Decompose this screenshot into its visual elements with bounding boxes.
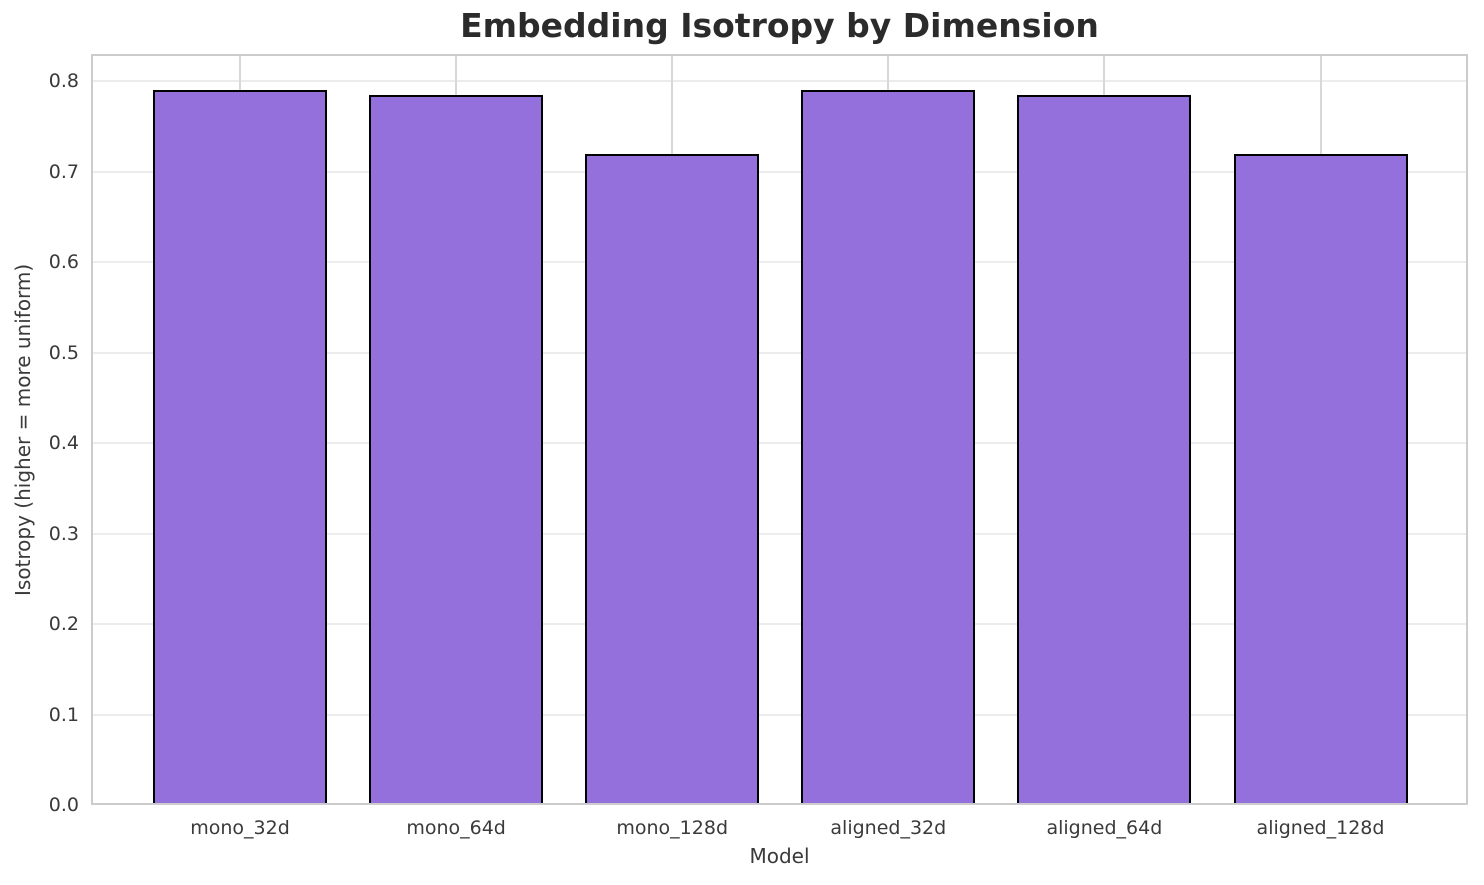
gridline-horizontal bbox=[91, 80, 1468, 83]
bar-aligned_32d bbox=[801, 90, 976, 805]
bar-mono_64d bbox=[369, 95, 544, 805]
bar-aligned_128d bbox=[1233, 154, 1408, 805]
x-tick-label-aligned_128d: aligned_128d bbox=[1256, 817, 1385, 839]
y-tick-label: 0.1 bbox=[48, 703, 79, 726]
x-axis-label: Model bbox=[749, 844, 810, 868]
bar-mono_128d bbox=[585, 154, 760, 805]
y-tick-label: 0.2 bbox=[48, 613, 79, 636]
x-tick-label-mono_128d: mono_128d bbox=[616, 817, 728, 839]
y-tick-label: 0.0 bbox=[48, 794, 79, 816]
y-tick-label: 0.4 bbox=[48, 432, 79, 455]
y-tick-label: 0.3 bbox=[48, 522, 79, 545]
y-tick-label: 0.7 bbox=[48, 160, 79, 183]
x-tick-label-aligned_64d: aligned_64d bbox=[1046, 817, 1163, 839]
x-tick-label-mono_64d: mono_64d bbox=[406, 817, 506, 839]
chart-title: Embedding Isotropy by Dimension bbox=[460, 6, 1099, 45]
bar-mono_32d bbox=[153, 90, 327, 805]
gridline-horizontal bbox=[91, 623, 1468, 626]
plot-area bbox=[91, 54, 1468, 805]
x-tick-label-aligned_32d: aligned_32d bbox=[830, 817, 947, 839]
gridline-horizontal bbox=[91, 261, 1468, 264]
gridline-horizontal bbox=[91, 532, 1468, 535]
gridline-horizontal bbox=[91, 351, 1468, 354]
y-tick-label: 0.5 bbox=[48, 341, 79, 364]
x-tick-label-mono_32d: mono_32d bbox=[190, 817, 290, 839]
gridline-horizontal bbox=[91, 442, 1468, 445]
y-tick-label: 0.8 bbox=[48, 70, 79, 93]
bar-aligned_64d bbox=[1017, 95, 1192, 805]
gridline-horizontal bbox=[91, 713, 1468, 716]
y-tick-label: 0.6 bbox=[48, 251, 79, 274]
gridline-horizontal bbox=[91, 170, 1468, 173]
